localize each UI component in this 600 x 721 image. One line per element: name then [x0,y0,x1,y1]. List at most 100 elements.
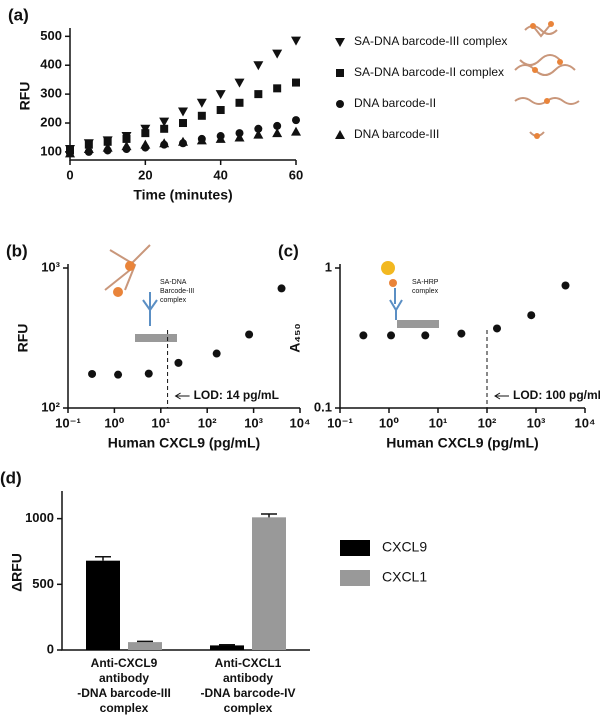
legend-marker [335,130,345,139]
bar [86,560,120,650]
panel-label: (b) [6,241,28,260]
y-tick-label: 500 [40,28,62,43]
point [292,78,300,87]
point [245,330,254,339]
schematic-icons [104,21,580,342]
point [291,36,301,46]
x-tick-label: 10⁻¹ [327,415,353,430]
point [141,129,150,138]
y-tick-label: 400 [40,57,62,72]
schematic-label: Barcode-III [160,288,194,295]
lod-arrow [494,392,509,400]
point [197,111,206,120]
y-tick-label: 0 [47,641,54,656]
point [215,90,226,100]
point [273,84,282,93]
y-tick-label: 1 [325,259,332,274]
point [235,98,244,107]
point [65,148,75,158]
y-axis-label: A₄₅₀ [287,323,303,353]
point [215,133,226,143]
x-tick-label: antibody [99,671,149,685]
x-tick-label: -DNA barcode-III [77,686,171,700]
x-tick-label: 10¹ [429,415,448,430]
x-tick-label: 0 [66,167,73,182]
legend-label: SA-DNA barcode-III complex [354,34,507,48]
y-tick-label: 300 [40,86,62,101]
x-tick-label: 10⁻¹ [55,415,81,430]
point [493,324,502,333]
point [234,132,245,142]
point [292,116,300,125]
lod-label: LOD: 14 pg/mL [194,388,279,402]
x-tick-label: antibody [223,671,273,685]
legend-marker [336,69,344,77]
schematic-label: SA-DNA [160,279,187,286]
point [159,138,170,148]
x-tick-label: 10⁰ [104,415,124,430]
point [196,98,207,108]
error-bar [95,555,111,561]
legend-swatch [340,570,370,586]
x-tick-label: 10² [478,415,497,430]
legend-label: DNA barcode-II [354,96,436,110]
y-axis-label: ΔRFU [9,553,25,592]
error-bar [137,640,153,643]
x-tick-label: 40 [213,167,227,182]
y-tick-label: 10² [41,399,60,414]
y-tick-label: 1000 [25,510,54,525]
point [121,141,132,151]
legend-marker [336,100,344,108]
x-tick-label: complex [100,701,149,715]
point [178,136,188,146]
y-tick-label: 0.1 [314,399,332,414]
x-tick-label: 60 [289,167,303,182]
legend-label: SA-DNA barcode-II complex [354,65,504,79]
point [272,49,283,59]
x-tick-label: Anti-CXCL1 [215,656,282,670]
point [160,124,169,133]
legend-label: DNA barcode-III [354,127,439,141]
x-tick-label: 10⁰ [379,415,399,430]
x-tick-label: complex [224,701,273,715]
bar [210,645,244,650]
point [561,281,570,290]
point [178,107,188,117]
panel-label: (a) [8,5,29,24]
legend-swatch [340,540,370,556]
point [253,61,264,71]
lod-label: LOD: 100 pg/mL [513,388,600,402]
x-axis-label: Time (minutes) [133,187,232,203]
panel-label: (d) [0,468,22,487]
point [527,311,536,320]
legend-marker [335,38,345,47]
y-axis-label: RFU [15,324,31,353]
point [273,121,282,130]
point [174,358,183,367]
lod-arrow [174,392,190,400]
point [122,134,131,143]
error-bar [219,643,235,646]
bar [252,517,286,650]
point [421,331,430,340]
point [234,78,245,88]
point [159,117,170,127]
point [457,329,466,338]
x-axis-label: Human CXCL9 (pg/mL) [386,435,538,451]
point [88,369,97,378]
schematic-label: complex [160,297,187,304]
x-tick-label: 20 [138,167,152,182]
y-tick-label: 100 [40,143,62,158]
error-bar [261,513,277,518]
y-tick-label: 200 [40,114,62,129]
point [216,106,225,115]
panel-label: (c) [278,241,299,260]
point [253,129,264,139]
point [140,139,151,149]
y-axis-label: RFU [17,82,33,111]
x-tick-label: -DNA barcode-IV [201,686,296,700]
point [144,369,153,378]
point [254,90,263,99]
point [196,135,207,145]
